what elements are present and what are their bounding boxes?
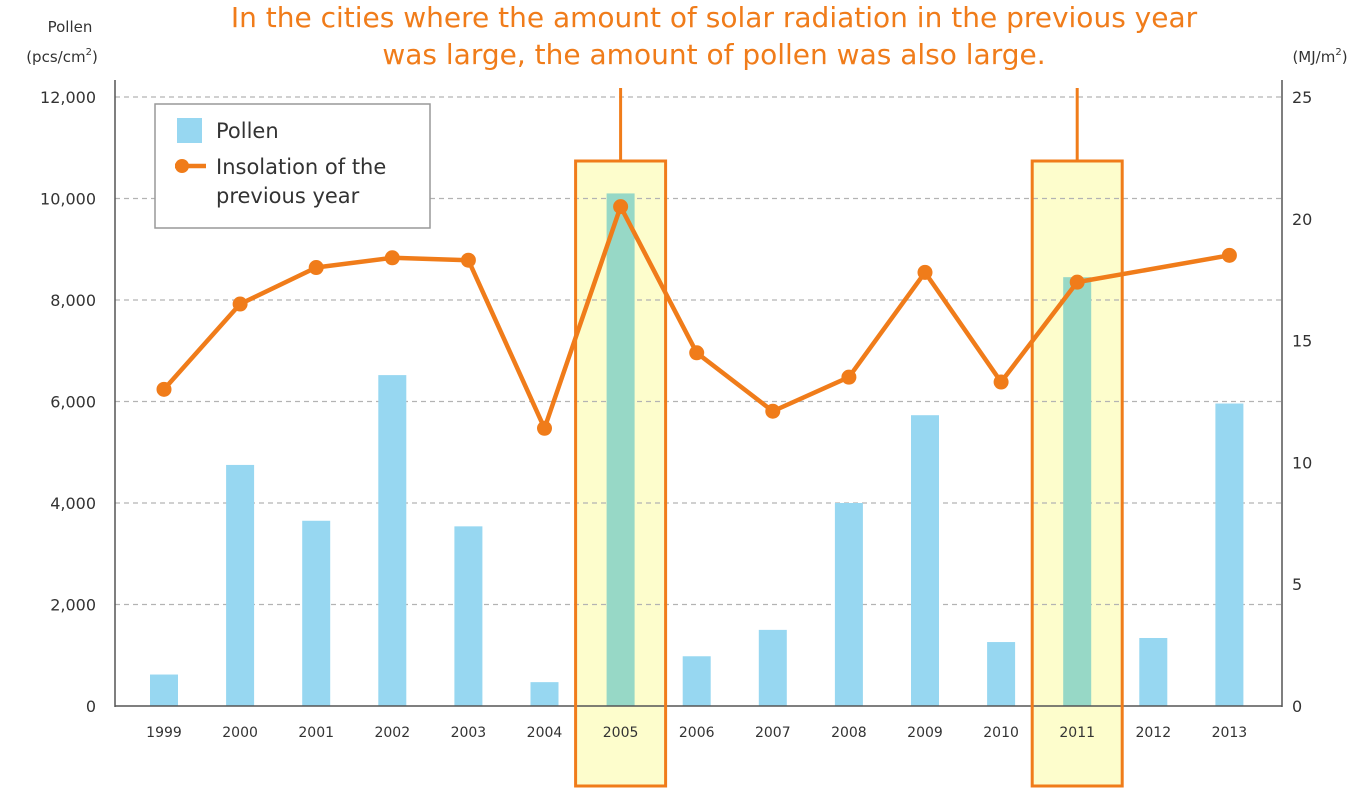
x-tick-label: 1999 xyxy=(146,725,182,741)
x-tick-label: 2008 xyxy=(831,725,867,741)
bar-2006 xyxy=(682,656,711,706)
insolation-point-2006 xyxy=(689,345,705,361)
bar-2011 xyxy=(1063,277,1092,706)
pollen-bars xyxy=(150,193,1244,707)
bar-2004 xyxy=(530,682,559,706)
bar-2008 xyxy=(834,503,863,706)
bar-2010 xyxy=(987,642,1016,706)
bar-2001 xyxy=(302,520,331,706)
legend-insolation-label-line-1: Insolation of the xyxy=(216,155,386,179)
insolation-point-1999 xyxy=(156,381,172,397)
x-tick-label: 2006 xyxy=(679,725,715,741)
x-tick-label: 2007 xyxy=(755,725,791,741)
legend-pollen-swatch xyxy=(177,118,202,143)
right-tick-label: 25 xyxy=(1292,88,1312,107)
left-tick-label: 10,000 xyxy=(40,190,96,209)
x-tick-label: 2005 xyxy=(603,725,639,741)
bar-2002 xyxy=(378,375,407,706)
x-tick-label: 2011 xyxy=(1059,725,1095,741)
legend-insolation-dot-swatch xyxy=(175,159,189,173)
bar-2000 xyxy=(226,464,255,706)
bar-2012 xyxy=(1139,637,1168,706)
x-tick-label: 2000 xyxy=(222,725,258,741)
insolation-line xyxy=(162,204,1230,431)
chart-title-line-1: In the cities where the amount of solar … xyxy=(231,1,1198,34)
insolation-point-2002 xyxy=(384,250,400,266)
insolation-point-2008 xyxy=(841,369,857,385)
left-axis-unit-superscript: 2 xyxy=(86,47,92,58)
insolation-point-2010 xyxy=(993,374,1009,390)
x-tick-label: 2009 xyxy=(907,725,943,741)
bar-2013 xyxy=(1215,403,1244,706)
left-tick-label: 8,000 xyxy=(50,291,96,310)
left-tick-label: 4,000 xyxy=(50,494,96,513)
right-tick-label: 5 xyxy=(1292,575,1302,594)
right-tick-label: 20 xyxy=(1292,210,1312,229)
tick-labels: 0 2,000 4,000 6,000 8,000 10,000 12,000 0 5 10 15 2… xyxy=(40,88,1312,741)
insolation-point-2011 xyxy=(1069,274,1085,290)
highlight-frames xyxy=(574,88,1124,788)
x-tick-label: 2003 xyxy=(451,725,487,741)
left-tick-label: 0 xyxy=(86,697,96,716)
right-axis-unit: (MJ/m2) xyxy=(1292,47,1347,66)
insolation-point-2003 xyxy=(460,252,476,268)
bar-2007 xyxy=(758,629,787,706)
x-tick-label: 2001 xyxy=(298,725,334,741)
insolation-line-series xyxy=(156,199,1237,436)
bar-1999 xyxy=(150,674,178,706)
x-tick-label: 2013 xyxy=(1212,725,1248,741)
bar-2003 xyxy=(454,526,483,706)
x-tick-label: 2004 xyxy=(527,725,563,741)
left-tick-label: 2,000 xyxy=(50,596,96,615)
insolation-point-2004 xyxy=(537,420,552,436)
legend-insolation-label-line-2: previous year xyxy=(216,184,360,208)
left-axis-title: Pollen xyxy=(48,18,93,36)
insolation-point-2000 xyxy=(232,296,248,312)
insolation-point-2005 xyxy=(613,199,629,215)
right-tick-label: 15 xyxy=(1292,332,1312,351)
legend: Pollen Insolation of the previous year xyxy=(154,103,431,229)
legend-pollen-label: Pollen xyxy=(216,119,279,143)
bar-2009 xyxy=(911,415,939,706)
left-axis-unit: (pcs/cm2) xyxy=(26,47,98,66)
left-tick-label: 6,000 xyxy=(50,393,96,412)
right-tick-label: 0 xyxy=(1292,697,1302,716)
insolation-point-2001 xyxy=(308,260,324,276)
x-tick-label: 2012 xyxy=(1135,725,1171,741)
right-tick-label: 10 xyxy=(1292,453,1312,472)
x-tick-label: 2002 xyxy=(374,725,410,741)
insolation-point-2007 xyxy=(765,403,781,419)
chart-title-line-2: was large, the amount of pollen was also… xyxy=(382,38,1045,71)
insolation-point-2009 xyxy=(917,264,933,280)
axes xyxy=(114,80,1283,707)
left-tick-label: 12,000 xyxy=(40,88,96,107)
insolation-point-2013 xyxy=(1221,247,1237,263)
x-tick-label: 2010 xyxy=(983,725,1019,741)
bar-2005 xyxy=(606,193,635,707)
right-axis-unit-superscript: 2 xyxy=(1335,47,1341,58)
